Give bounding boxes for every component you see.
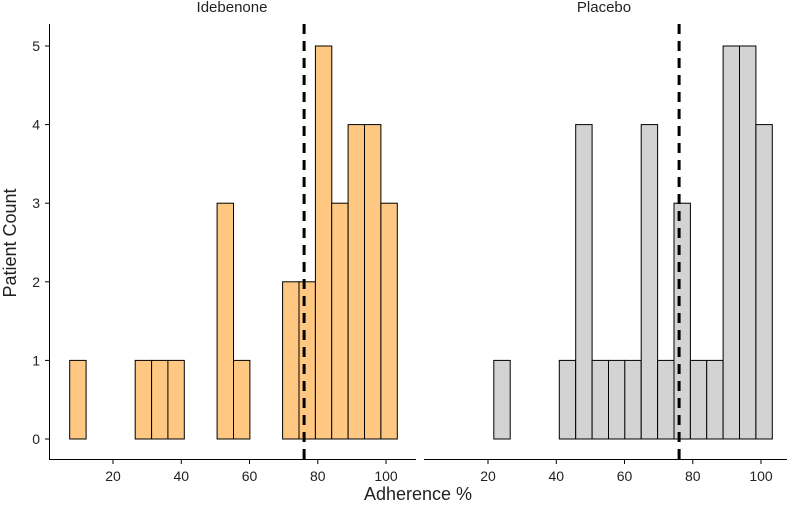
histogram-bar bbox=[673, 202, 691, 440]
histogram-bar bbox=[331, 202, 349, 440]
y-tick-label: 5 bbox=[32, 38, 40, 54]
x-tick-label: 20 bbox=[105, 468, 121, 484]
histogram-bar bbox=[706, 359, 724, 440]
y-tick-label: 0 bbox=[32, 431, 40, 447]
x-axis-title: Adherence % bbox=[364, 484, 472, 504]
x-tick-label: 60 bbox=[617, 468, 633, 484]
y-axis-title: Patient Count bbox=[0, 188, 20, 297]
histogram-bar bbox=[689, 359, 708, 440]
x-tick-label: 40 bbox=[549, 468, 565, 484]
histogram-bar bbox=[134, 359, 153, 440]
x-tick-label: 100 bbox=[374, 468, 398, 484]
y-tick-label: 4 bbox=[32, 117, 40, 133]
histogram-bar bbox=[608, 359, 626, 440]
histogram-bar bbox=[69, 359, 87, 440]
histogram-bar bbox=[624, 359, 642, 440]
histogram-bar bbox=[314, 45, 333, 440]
histogram-bar bbox=[493, 359, 511, 440]
histogram-bar bbox=[722, 45, 740, 440]
histogram-bar bbox=[558, 359, 577, 440]
x-tick-label: 100 bbox=[749, 468, 773, 484]
histogram-bar bbox=[282, 281, 300, 440]
histogram-bar bbox=[657, 359, 675, 440]
histogram-bar bbox=[364, 124, 382, 440]
histogram-bar bbox=[380, 202, 398, 440]
histogram-bar bbox=[640, 124, 659, 440]
panel-title-idebenone: Idebenone bbox=[197, 0, 268, 16]
y-tick-label: 3 bbox=[32, 195, 40, 211]
x-tick-label: 40 bbox=[174, 468, 190, 484]
x-tick-label: 20 bbox=[480, 468, 496, 484]
panel-title-placebo: Placebo bbox=[577, 0, 631, 16]
histogram-bar bbox=[233, 359, 251, 440]
histogram-bar bbox=[739, 45, 757, 440]
histogram-bar bbox=[755, 124, 773, 440]
x-tick-label: 80 bbox=[685, 468, 701, 484]
y-tick-label: 2 bbox=[32, 274, 40, 290]
histogram-bar bbox=[216, 202, 235, 440]
panel-idebenone: Idebenone 0 1 2 3 4 5 20 40 60 80 100 bbox=[32, 0, 416, 484]
histogram-bar bbox=[298, 281, 316, 440]
x-tick-label: 60 bbox=[242, 468, 258, 484]
histogram-bar bbox=[347, 124, 366, 440]
histogram-bar bbox=[591, 359, 609, 440]
histogram-bar bbox=[167, 359, 185, 440]
histogram-bar bbox=[575, 124, 593, 440]
x-tick-label: 80 bbox=[310, 468, 326, 484]
histogram-bar bbox=[151, 359, 169, 440]
y-tick-label: 1 bbox=[32, 352, 40, 368]
panel-placebo: Placebo 20 40 60 80 100 bbox=[424, 0, 787, 484]
